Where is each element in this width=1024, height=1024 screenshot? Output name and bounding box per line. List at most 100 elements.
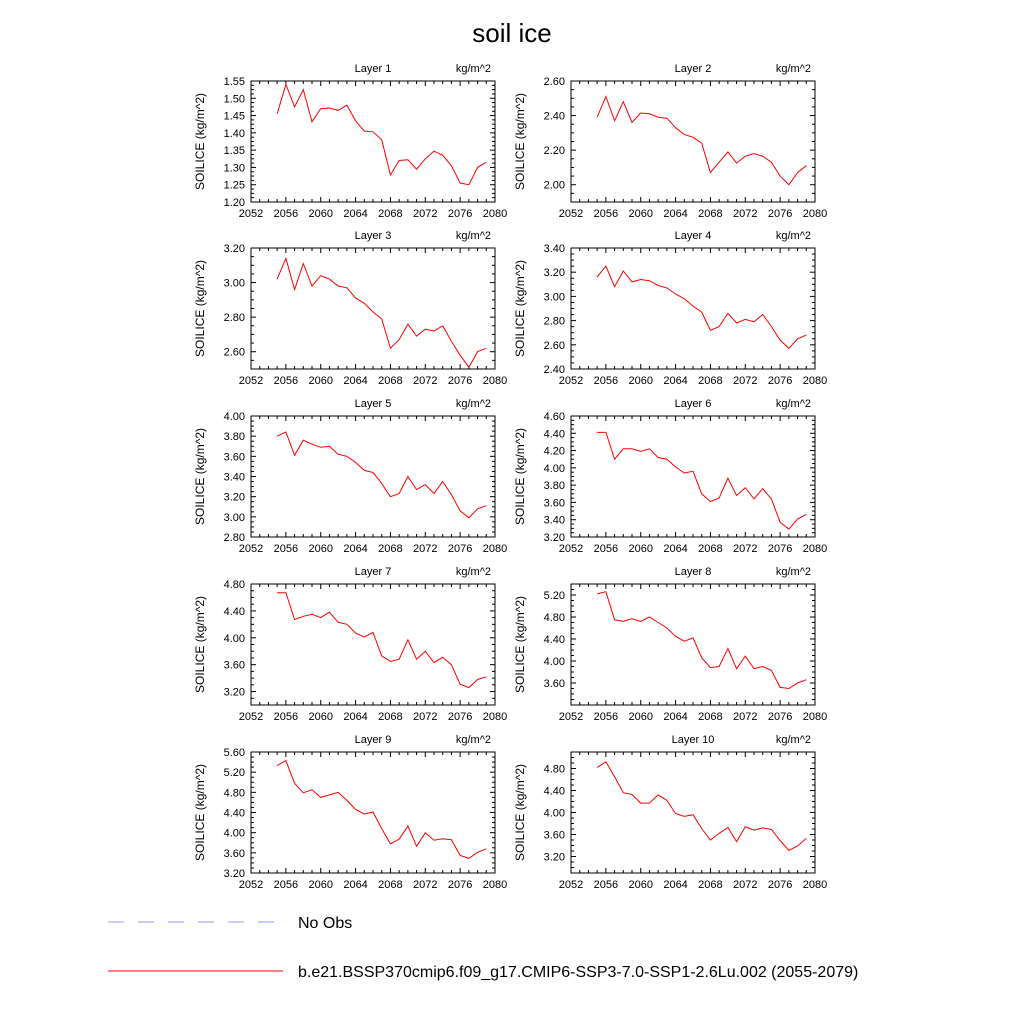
panel-title: Layer 8 [675, 566, 712, 578]
panel-units: kg/m^2 [776, 566, 811, 578]
y-tick-label: 3.40 [544, 243, 565, 255]
y-tick-label: 3.20 [224, 492, 245, 504]
x-tick-label: 2052 [239, 879, 263, 891]
x-tick-label: 2052 [559, 208, 583, 220]
x-tick-label: 2068 [698, 375, 722, 387]
y-tick-label: 2.40 [544, 111, 565, 123]
x-tick-label: 2080 [803, 543, 827, 555]
x-tick-label: 2080 [803, 879, 827, 891]
panel-title: Layer 2 [675, 63, 712, 75]
x-tick-label: 2076 [768, 375, 792, 387]
panel-units: kg/m^2 [456, 734, 491, 746]
panel-2: Layer 2 kg/m^2 SOILICE (kg/m^2) 2052 2056 206… [513, 63, 827, 220]
x-tick-label: 2068 [698, 711, 722, 723]
y-axis-label: SOILICE (kg/m^2) [513, 596, 527, 693]
x-tick-label: 2068 [378, 208, 402, 220]
panel-7: Layer 7 kg/m^2 SOILICE (kg/m^2) 2052 2056 206… [193, 566, 507, 723]
x-tick-label: 2060 [628, 879, 652, 891]
series-line [597, 431, 807, 530]
y-tick-label: 4.60 [544, 411, 565, 423]
y-tick-label: 4.00 [224, 633, 245, 645]
x-tick-label: 2068 [378, 375, 402, 387]
x-tick-label: 2076 [448, 711, 472, 723]
y-tick-label: 3.60 [224, 451, 245, 463]
panel-units: kg/m^2 [456, 63, 491, 75]
x-tick-label: 2056 [274, 711, 298, 723]
y-tick-label: 3.80 [544, 480, 565, 492]
panel-4: Layer 4 kg/m^2 SOILICE (kg/m^2) 2052 2056 206… [513, 230, 827, 387]
series-line [596, 95, 807, 186]
x-tick-label: 2052 [559, 543, 583, 555]
y-tick-label: 3.60 [544, 497, 565, 509]
x-tick-label: 2060 [308, 711, 332, 723]
panel-units: kg/m^2 [776, 734, 811, 746]
y-tick-label: 4.00 [544, 463, 565, 475]
x-tick-label: 2064 [663, 879, 687, 891]
x-tick-label: 2052 [559, 879, 583, 891]
y-axis-label: SOILICE (kg/m^2) [193, 260, 207, 357]
panel-3: Layer 3 kg/m^2 SOILICE (kg/m^2) 2052 2056 206… [193, 230, 507, 387]
y-tick-label: 3.00 [544, 291, 565, 303]
x-tick-label: 2076 [768, 879, 792, 891]
panel-units: kg/m^2 [776, 63, 811, 75]
panel-1: Layer 1 kg/m^2 SOILICE (kg/m^2) 2052 2056 206… [193, 63, 507, 220]
y-tick-label: 1.50 [224, 93, 245, 105]
y-tick-label: 1.55 [224, 76, 245, 88]
y-tick-label: 3.00 [224, 512, 245, 524]
x-tick-label: 2072 [413, 879, 437, 891]
panel-title: Layer 1 [355, 63, 392, 75]
panel-title: Layer 6 [675, 398, 712, 410]
x-tick-label: 2056 [594, 375, 618, 387]
y-tick-label: 4.80 [544, 764, 565, 776]
y-axis-label: SOILICE (kg/m^2) [193, 596, 207, 693]
y-axis-label: SOILICE (kg/m^2) [513, 260, 527, 357]
series-line [596, 591, 807, 690]
y-tick-label: 3.60 [224, 660, 245, 672]
y-tick-label: 3.20 [224, 687, 245, 699]
panel-8: Layer 8 kg/m^2 SOILICE (kg/m^2) 2052 2056 206… [513, 566, 827, 723]
y-tick-label: 4.00 [224, 828, 245, 840]
x-tick-label: 2060 [308, 375, 332, 387]
x-tick-label: 2068 [698, 208, 722, 220]
y-tick-label: 3.20 [544, 852, 565, 864]
y-tick-label: 5.20 [224, 767, 245, 779]
x-tick-label: 2076 [768, 208, 792, 220]
y-tick-label: 2.60 [544, 76, 565, 88]
plot-frame [250, 415, 496, 538]
x-tick-label: 2076 [448, 375, 472, 387]
y-tick-label: 1.25 [224, 180, 245, 192]
x-tick-label: 2056 [274, 208, 298, 220]
plot-frame [570, 80, 816, 203]
y-tick-label: 2.60 [224, 347, 245, 359]
x-tick-label: 2080 [803, 375, 827, 387]
x-tick-label: 2056 [274, 543, 298, 555]
x-tick-label: 2060 [308, 879, 332, 891]
y-tick-label: 1.45 [224, 111, 245, 123]
x-tick-label: 2052 [559, 711, 583, 723]
x-tick-label: 2052 [239, 711, 263, 723]
x-tick-label: 2072 [733, 208, 757, 220]
x-tick-label: 2076 [448, 208, 472, 220]
y-tick-label: 2.40 [544, 364, 565, 376]
x-tick-label: 2076 [448, 543, 472, 555]
panel-title: Layer 10 [672, 734, 715, 746]
x-tick-label: 2060 [628, 208, 652, 220]
x-tick-label: 2056 [594, 543, 618, 555]
x-tick-label: 2080 [483, 208, 507, 220]
y-axis-label: SOILICE (kg/m^2) [193, 764, 207, 861]
x-tick-label: 2076 [448, 879, 472, 891]
plot-frame [570, 247, 816, 370]
x-tick-label: 2056 [594, 208, 618, 220]
x-tick-label: 2064 [343, 711, 367, 723]
series-line [277, 592, 487, 689]
y-tick-label: 4.40 [224, 808, 245, 820]
series-line [276, 759, 487, 859]
x-tick-label: 2080 [483, 375, 507, 387]
y-tick-label: 3.60 [224, 848, 245, 860]
y-axis-label: SOILICE (kg/m^2) [513, 428, 527, 525]
x-tick-label: 2064 [343, 375, 367, 387]
plot-frame [250, 80, 496, 203]
x-tick-label: 2072 [733, 375, 757, 387]
panel-title: Layer 3 [355, 230, 392, 242]
